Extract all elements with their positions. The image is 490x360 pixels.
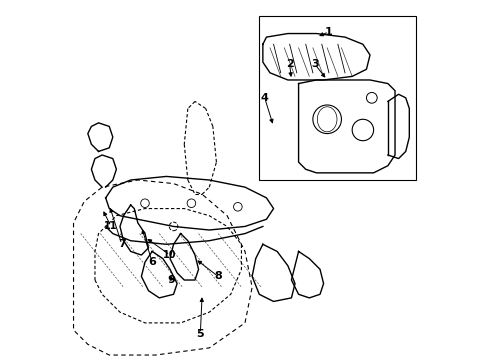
Text: 9: 9: [168, 275, 176, 285]
Text: 1: 1: [325, 27, 333, 37]
Text: 10: 10: [163, 250, 177, 260]
Text: 11: 11: [104, 221, 118, 231]
Text: 2: 2: [286, 59, 294, 69]
Text: 4: 4: [261, 93, 269, 103]
Text: 8: 8: [214, 271, 222, 282]
Text: 5: 5: [196, 329, 204, 339]
Text: 7: 7: [118, 239, 125, 249]
Text: 6: 6: [148, 257, 156, 267]
Text: 3: 3: [311, 59, 319, 69]
